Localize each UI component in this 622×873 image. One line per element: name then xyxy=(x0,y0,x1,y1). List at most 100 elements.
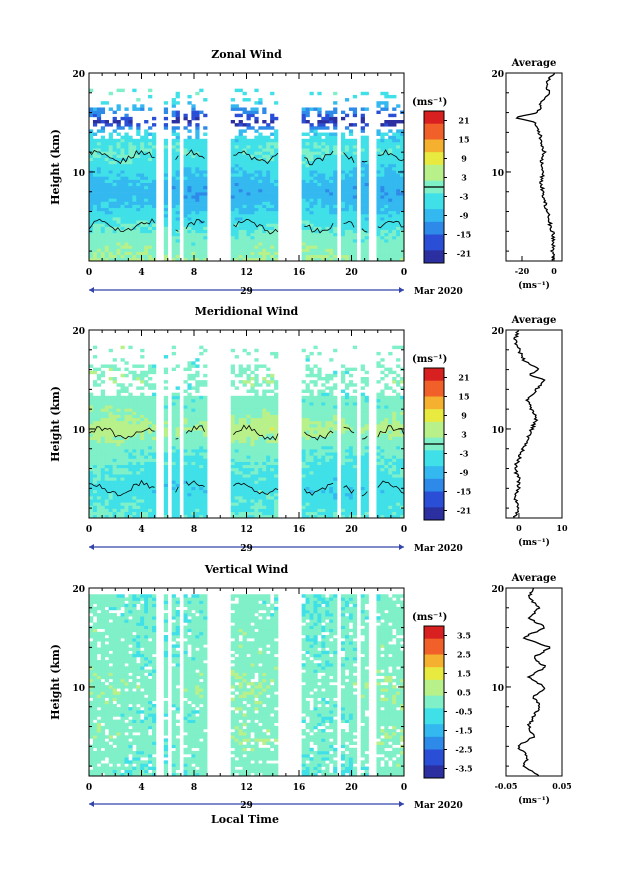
heatmap-cell xyxy=(96,141,102,146)
heatmap-cell xyxy=(242,163,247,168)
heatmap-cell xyxy=(96,157,102,162)
heatmap-cell xyxy=(152,248,157,252)
heatmap-cell xyxy=(175,477,180,481)
heatmap-cell xyxy=(250,176,255,180)
heatmap-cell xyxy=(360,91,365,96)
heatmap-cell xyxy=(266,439,271,444)
heatmap-cell xyxy=(104,417,109,422)
heatmap-cell xyxy=(230,141,235,146)
heatmap-cell xyxy=(163,427,169,431)
heatmap-cell xyxy=(325,424,330,428)
heatmap-cell xyxy=(341,257,346,262)
y-axis-label: Height (km) xyxy=(49,129,62,205)
heatmap-cell xyxy=(152,464,157,469)
heatmap-cell xyxy=(116,477,121,481)
heatmap-cell xyxy=(254,173,259,177)
heatmap-cell xyxy=(104,195,109,199)
heatmap-cell xyxy=(140,464,145,469)
heatmap-cell xyxy=(234,492,239,497)
heatmap-cell xyxy=(360,242,365,246)
heatmap-cell xyxy=(175,198,180,202)
heatmap-cell xyxy=(400,148,405,152)
heatmap-cell xyxy=(266,483,271,487)
heatmap-cell xyxy=(140,160,145,165)
heatmap-cell xyxy=(246,239,251,243)
heatmap-cell xyxy=(144,436,149,440)
heatmap-cell xyxy=(128,395,133,400)
heatmap-cell xyxy=(321,411,326,415)
heatmap-cell xyxy=(313,471,318,475)
heatmap-cell xyxy=(301,179,306,183)
heatmap-cell xyxy=(242,486,247,491)
heatmap-cell xyxy=(250,386,255,390)
heatmap-cell xyxy=(250,471,255,475)
heatmap-cell xyxy=(309,248,314,252)
heatmap-cell xyxy=(199,467,204,472)
heatmap-cell xyxy=(140,411,145,415)
heatmap-cell xyxy=(309,107,314,111)
heatmap-cell xyxy=(96,251,102,256)
heatmap-cell xyxy=(191,445,196,450)
heatmap-cell xyxy=(140,167,145,171)
heatmap-cell xyxy=(112,436,117,440)
heatmap-cell xyxy=(183,229,188,234)
heatmap-cell xyxy=(140,471,145,475)
heatmap-cell xyxy=(230,442,235,447)
heatmap-cell xyxy=(262,402,267,406)
heatmap-cell xyxy=(136,471,141,475)
heatmap-cell xyxy=(120,398,125,403)
heatmap-cell xyxy=(132,411,137,415)
heatmap-cell xyxy=(152,232,157,237)
heatmap-cell xyxy=(262,232,267,237)
heatmap-cell xyxy=(175,386,180,390)
heatmap-cell xyxy=(100,474,106,478)
heatmap-cell xyxy=(89,455,94,459)
heatmap-cell xyxy=(120,436,125,440)
heatmap-cell xyxy=(148,458,153,462)
heatmap-cell xyxy=(112,420,117,425)
heatmap-cell xyxy=(325,138,330,143)
heatmap-cell xyxy=(274,505,279,509)
heatmap-cell xyxy=(171,427,176,431)
heatmap-cell xyxy=(120,141,125,146)
heatmap-cell xyxy=(274,217,279,221)
heatmap-cell xyxy=(301,192,306,196)
heatmap-cell xyxy=(234,123,239,127)
heatmap-cell xyxy=(89,508,94,513)
heatmap-cell xyxy=(329,514,334,519)
heatmap-cell xyxy=(191,248,196,252)
heatmap-cell xyxy=(333,163,338,168)
heatmap-cell xyxy=(96,502,102,506)
heatmap-cell xyxy=(348,214,354,218)
heatmap-cell xyxy=(120,420,125,425)
heatmap-cell xyxy=(195,214,200,218)
heatmap-cell xyxy=(128,151,133,155)
heatmap-cell xyxy=(89,214,94,218)
heatmap-cell xyxy=(384,123,389,127)
heatmap-cell xyxy=(100,138,106,143)
heatmap-cell xyxy=(325,486,330,491)
heatmap-cell xyxy=(313,496,318,500)
heatmap-cell xyxy=(183,242,188,246)
heatmap-cell xyxy=(132,223,137,227)
heatmap-cell xyxy=(132,420,137,425)
heatmap-cell xyxy=(250,496,255,500)
heatmap-cell xyxy=(396,138,401,143)
heatmap-cell xyxy=(258,383,263,387)
heatmap-cell xyxy=(309,367,314,372)
heatmap-cell xyxy=(274,163,279,168)
heatmap-cell xyxy=(392,123,397,127)
heatmap-cell xyxy=(309,496,314,500)
heatmap-cell xyxy=(270,439,275,444)
heatmap-cell xyxy=(183,505,188,509)
heatmap-cell xyxy=(100,254,106,259)
heatmap-cell xyxy=(112,467,117,472)
heatmap-cell xyxy=(400,182,405,187)
heatmap-cell xyxy=(388,223,393,227)
heatmap-cell xyxy=(124,232,129,237)
heatmap-cell xyxy=(234,251,239,256)
heatmap-cell xyxy=(250,511,255,516)
heatmap-cell xyxy=(246,210,251,215)
heatmap-cell xyxy=(262,445,267,450)
heatmap-cell xyxy=(175,492,180,497)
